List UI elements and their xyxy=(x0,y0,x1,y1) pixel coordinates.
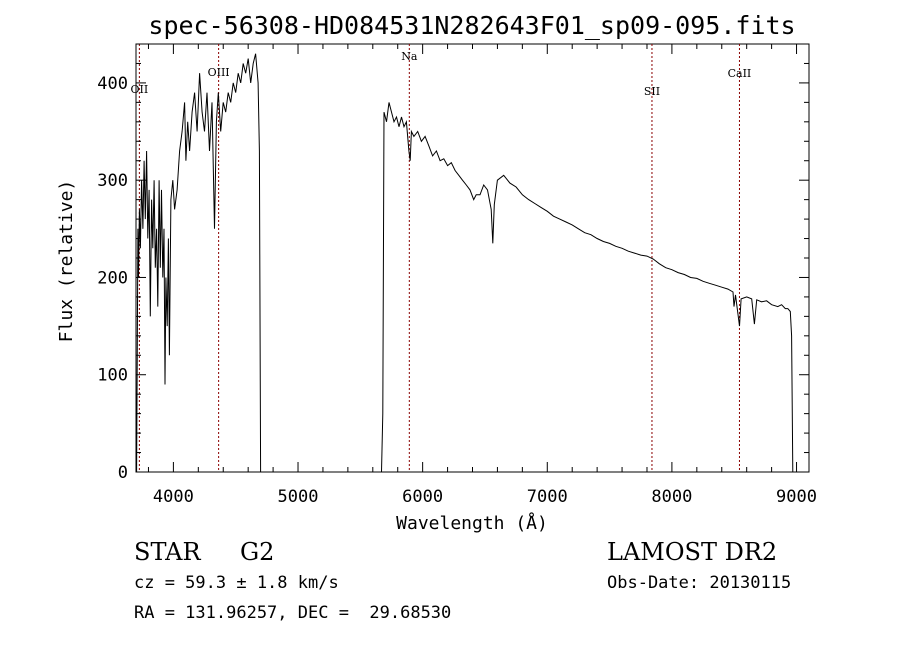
chart-title: spec-56308-HD084531N282643F01_sp09-095.f… xyxy=(148,11,795,40)
y-tick-label: 0 xyxy=(118,463,128,483)
x-tick-label: 9000 xyxy=(776,487,817,507)
x-tick-label: 7000 xyxy=(527,487,568,507)
line-marker-label: SII xyxy=(644,85,660,98)
y-tick-label: 200 xyxy=(97,268,128,288)
redshift-text: cz = 59.3 ± 1.8 km/s xyxy=(134,573,339,593)
x-axis-label: Wavelength (Å) xyxy=(396,512,548,534)
y-tick-label: 300 xyxy=(97,171,128,191)
line-marker-label: CaII xyxy=(728,67,752,80)
spectrum-line xyxy=(381,102,794,473)
spectrum-line xyxy=(136,53,262,473)
line-marker-label: OIII xyxy=(208,66,230,79)
plot-frame xyxy=(135,43,810,473)
class-label: STAR xyxy=(134,538,201,566)
y-tick-label: 100 xyxy=(97,366,128,386)
x-tick-label: 8000 xyxy=(651,487,692,507)
x-tick-label: 6000 xyxy=(402,487,443,507)
coordinates-text: RA = 131.96257, DEC = 29.68530 xyxy=(134,603,452,623)
x-tick-label: 5000 xyxy=(278,487,319,507)
line-marker-label: OII xyxy=(131,83,149,96)
x-tick-label: 4000 xyxy=(153,487,194,507)
subclass-label: G2 xyxy=(240,538,275,566)
y-tick-label: 400 xyxy=(97,74,128,94)
y-axis-label: Flux (relative) xyxy=(56,180,77,343)
survey-label: LAMOST DR2 xyxy=(607,538,778,566)
obs-date-text: Obs-Date: 20130115 xyxy=(607,573,792,593)
line-marker-label: Na xyxy=(401,50,418,63)
